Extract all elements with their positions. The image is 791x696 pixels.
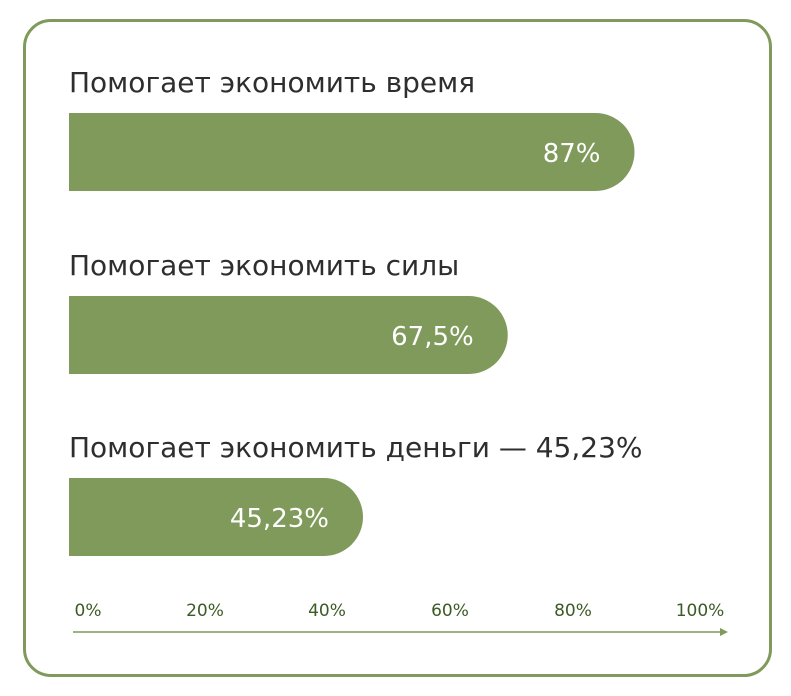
chart-rows: Помогает экономить время 87% Помогает экон… xyxy=(69,66,643,556)
bar xyxy=(69,478,363,556)
category-label: Помогает экономить деньги — 45,23% xyxy=(69,431,643,464)
x-axis-ticks: 0% 20% 40% 60% 80% 100% xyxy=(75,601,725,621)
category-label: Помогает экономить время xyxy=(69,66,475,99)
x-axis-arrow xyxy=(720,628,728,636)
bar-value-label: 45,23% xyxy=(230,504,329,534)
bar-value-label: 67,5% xyxy=(391,322,474,352)
bar xyxy=(69,296,508,374)
x-tick-label: 20% xyxy=(186,601,224,621)
category-label: Помогает экономить силы xyxy=(69,249,459,282)
x-tick-label: 0% xyxy=(75,601,102,621)
x-tick-label: 60% xyxy=(431,601,469,621)
x-axis xyxy=(73,628,728,636)
bar-value-label: 87% xyxy=(543,139,601,169)
x-tick-label: 40% xyxy=(308,601,346,621)
bar xyxy=(69,113,635,191)
x-tick-label: 100% xyxy=(676,601,725,621)
x-tick-label: 80% xyxy=(554,601,592,621)
